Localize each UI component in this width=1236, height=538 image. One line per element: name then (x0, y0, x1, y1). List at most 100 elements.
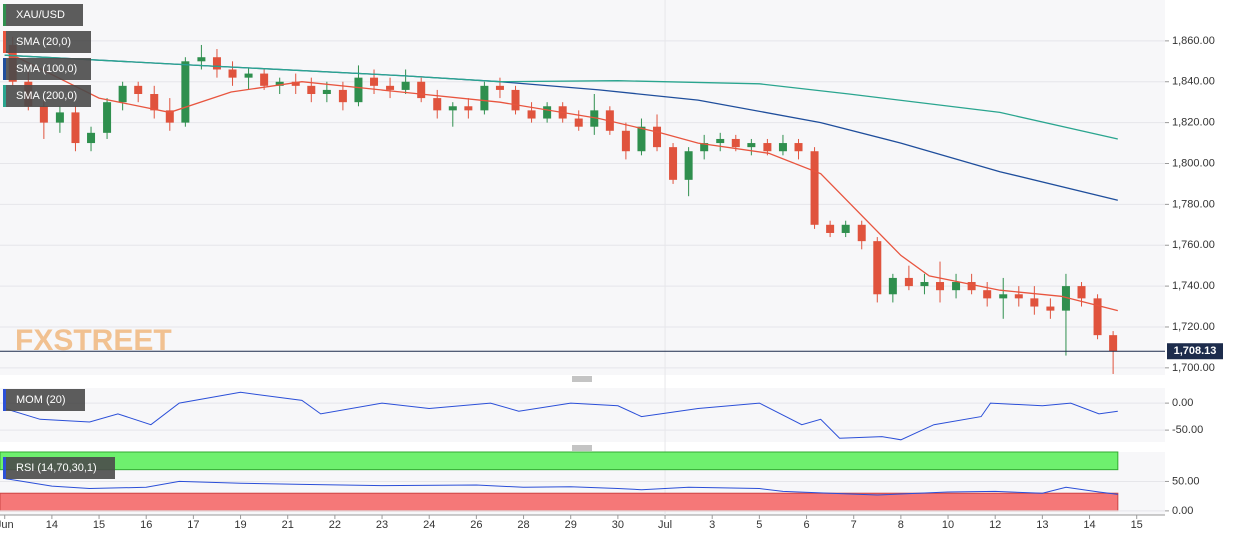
candle-body (590, 110, 599, 127)
candle-body (810, 151, 819, 225)
legend-swatch (3, 31, 6, 53)
x-tick-label: 5 (756, 519, 762, 531)
candle-body (527, 110, 536, 119)
y-tick-label: -50.00 (1172, 424, 1203, 436)
candle-body (307, 85, 316, 95)
y-tick-label: 50.00 (1172, 475, 1200, 487)
sma-line (4, 54, 1118, 140)
candle-body (39, 106, 48, 123)
candle-body (386, 85, 395, 90)
x-tick-label: 14 (46, 519, 58, 531)
legend-label: SMA (200,0) (16, 90, 77, 102)
candle-body (338, 89, 347, 103)
candle-body (511, 89, 520, 111)
x-tick-label: 23 (376, 519, 388, 531)
legend-box (3, 58, 91, 80)
candle-body (794, 143, 803, 152)
candle-body (165, 110, 174, 123)
divider-handle[interactable] (572, 376, 592, 451)
candle-body (653, 126, 662, 148)
legend-label: SMA (100,0) (16, 63, 77, 75)
rsi-line (4, 478, 1118, 496)
x-tick-label: 7 (851, 519, 857, 531)
candle-body (495, 85, 504, 90)
candle-body (1077, 286, 1086, 299)
candle-body (920, 282, 929, 287)
y-tick-label: 1,780.00 (1172, 198, 1215, 210)
candle-body (904, 277, 913, 287)
legend-label: XAU/USD (16, 9, 65, 21)
candle-body (87, 132, 96, 144)
candle-body (873, 241, 882, 295)
x-tick-label: 28 (517, 519, 529, 531)
y-tick-label: 0.00 (1172, 397, 1193, 409)
candle-body (417, 81, 426, 99)
candle-body (747, 143, 756, 148)
candle-body (464, 106, 473, 111)
legend-box (3, 457, 115, 479)
watermark: FXSTREET (15, 324, 172, 357)
candle-body (354, 77, 363, 103)
x-tick-label: 3 (709, 519, 715, 531)
y-tick-label: 1,760.00 (1172, 239, 1215, 251)
candle-body (936, 282, 945, 291)
x-tick-label: 29 (565, 519, 577, 531)
candle-body (181, 61, 190, 123)
candle-body (637, 126, 646, 152)
y-tick-label: 1,740.00 (1172, 280, 1215, 292)
candle-body (669, 147, 678, 180)
candle-body (1109, 335, 1118, 352)
y-tick-label: 1,800.00 (1172, 157, 1215, 169)
candle-body (212, 57, 221, 70)
candle-body (448, 106, 457, 111)
x-tick-label: 30 (612, 519, 624, 531)
candle-body (983, 290, 992, 299)
candle-body (731, 138, 740, 148)
candle-body (197, 57, 206, 62)
y-tick-label: 1,820.00 (1172, 117, 1215, 129)
candle-body (103, 102, 112, 133)
x-tick-label: 6 (803, 519, 809, 531)
last-price-label: 1,708.13 (1174, 345, 1217, 357)
last-price-box (1167, 343, 1223, 360)
legend-box (3, 85, 91, 107)
candle-body (543, 106, 552, 119)
legend-label: SMA (20,0) (16, 36, 71, 48)
legend-swatch (3, 389, 6, 411)
legend-box (3, 31, 91, 53)
x-tick-label: 21 (282, 519, 294, 531)
sma-line (4, 50, 1118, 312)
x-tick-label: 13 (1036, 519, 1048, 531)
y-tick-label: 0.00 (1172, 505, 1193, 517)
candle-body (1030, 298, 1039, 307)
candle-body (55, 112, 64, 123)
candle-body (952, 282, 961, 291)
candle-body (370, 77, 379, 86)
candle-body (716, 138, 725, 144)
candle-body (244, 73, 253, 78)
x-tick-label: Jul (658, 519, 672, 531)
candle-body (826, 224, 835, 233)
x-tick-label: 10 (942, 519, 954, 531)
y-tick-label: 1,720.00 (1172, 321, 1215, 333)
legend-label: RSI (14,70,30,1) (16, 462, 97, 474)
candle-body (118, 85, 127, 103)
legend-swatch (3, 4, 6, 26)
candle-body (433, 98, 442, 111)
x-tick-label: 14 (1083, 519, 1095, 531)
x-tick-label: 26 (470, 519, 482, 531)
candle-body (401, 81, 410, 90)
candle-body (888, 277, 897, 295)
candle-body (228, 69, 237, 78)
candle-body (480, 85, 489, 111)
candle-body (841, 224, 850, 233)
candle-body (275, 81, 284, 86)
x-tick-label: 19 (234, 519, 246, 531)
x-tick-label: 8 (898, 519, 904, 531)
x-tick-label: 24 (423, 519, 435, 531)
candle-body (71, 112, 80, 144)
candle-body (763, 143, 772, 152)
legend-box (3, 4, 83, 26)
price-panel (0, 0, 1165, 375)
